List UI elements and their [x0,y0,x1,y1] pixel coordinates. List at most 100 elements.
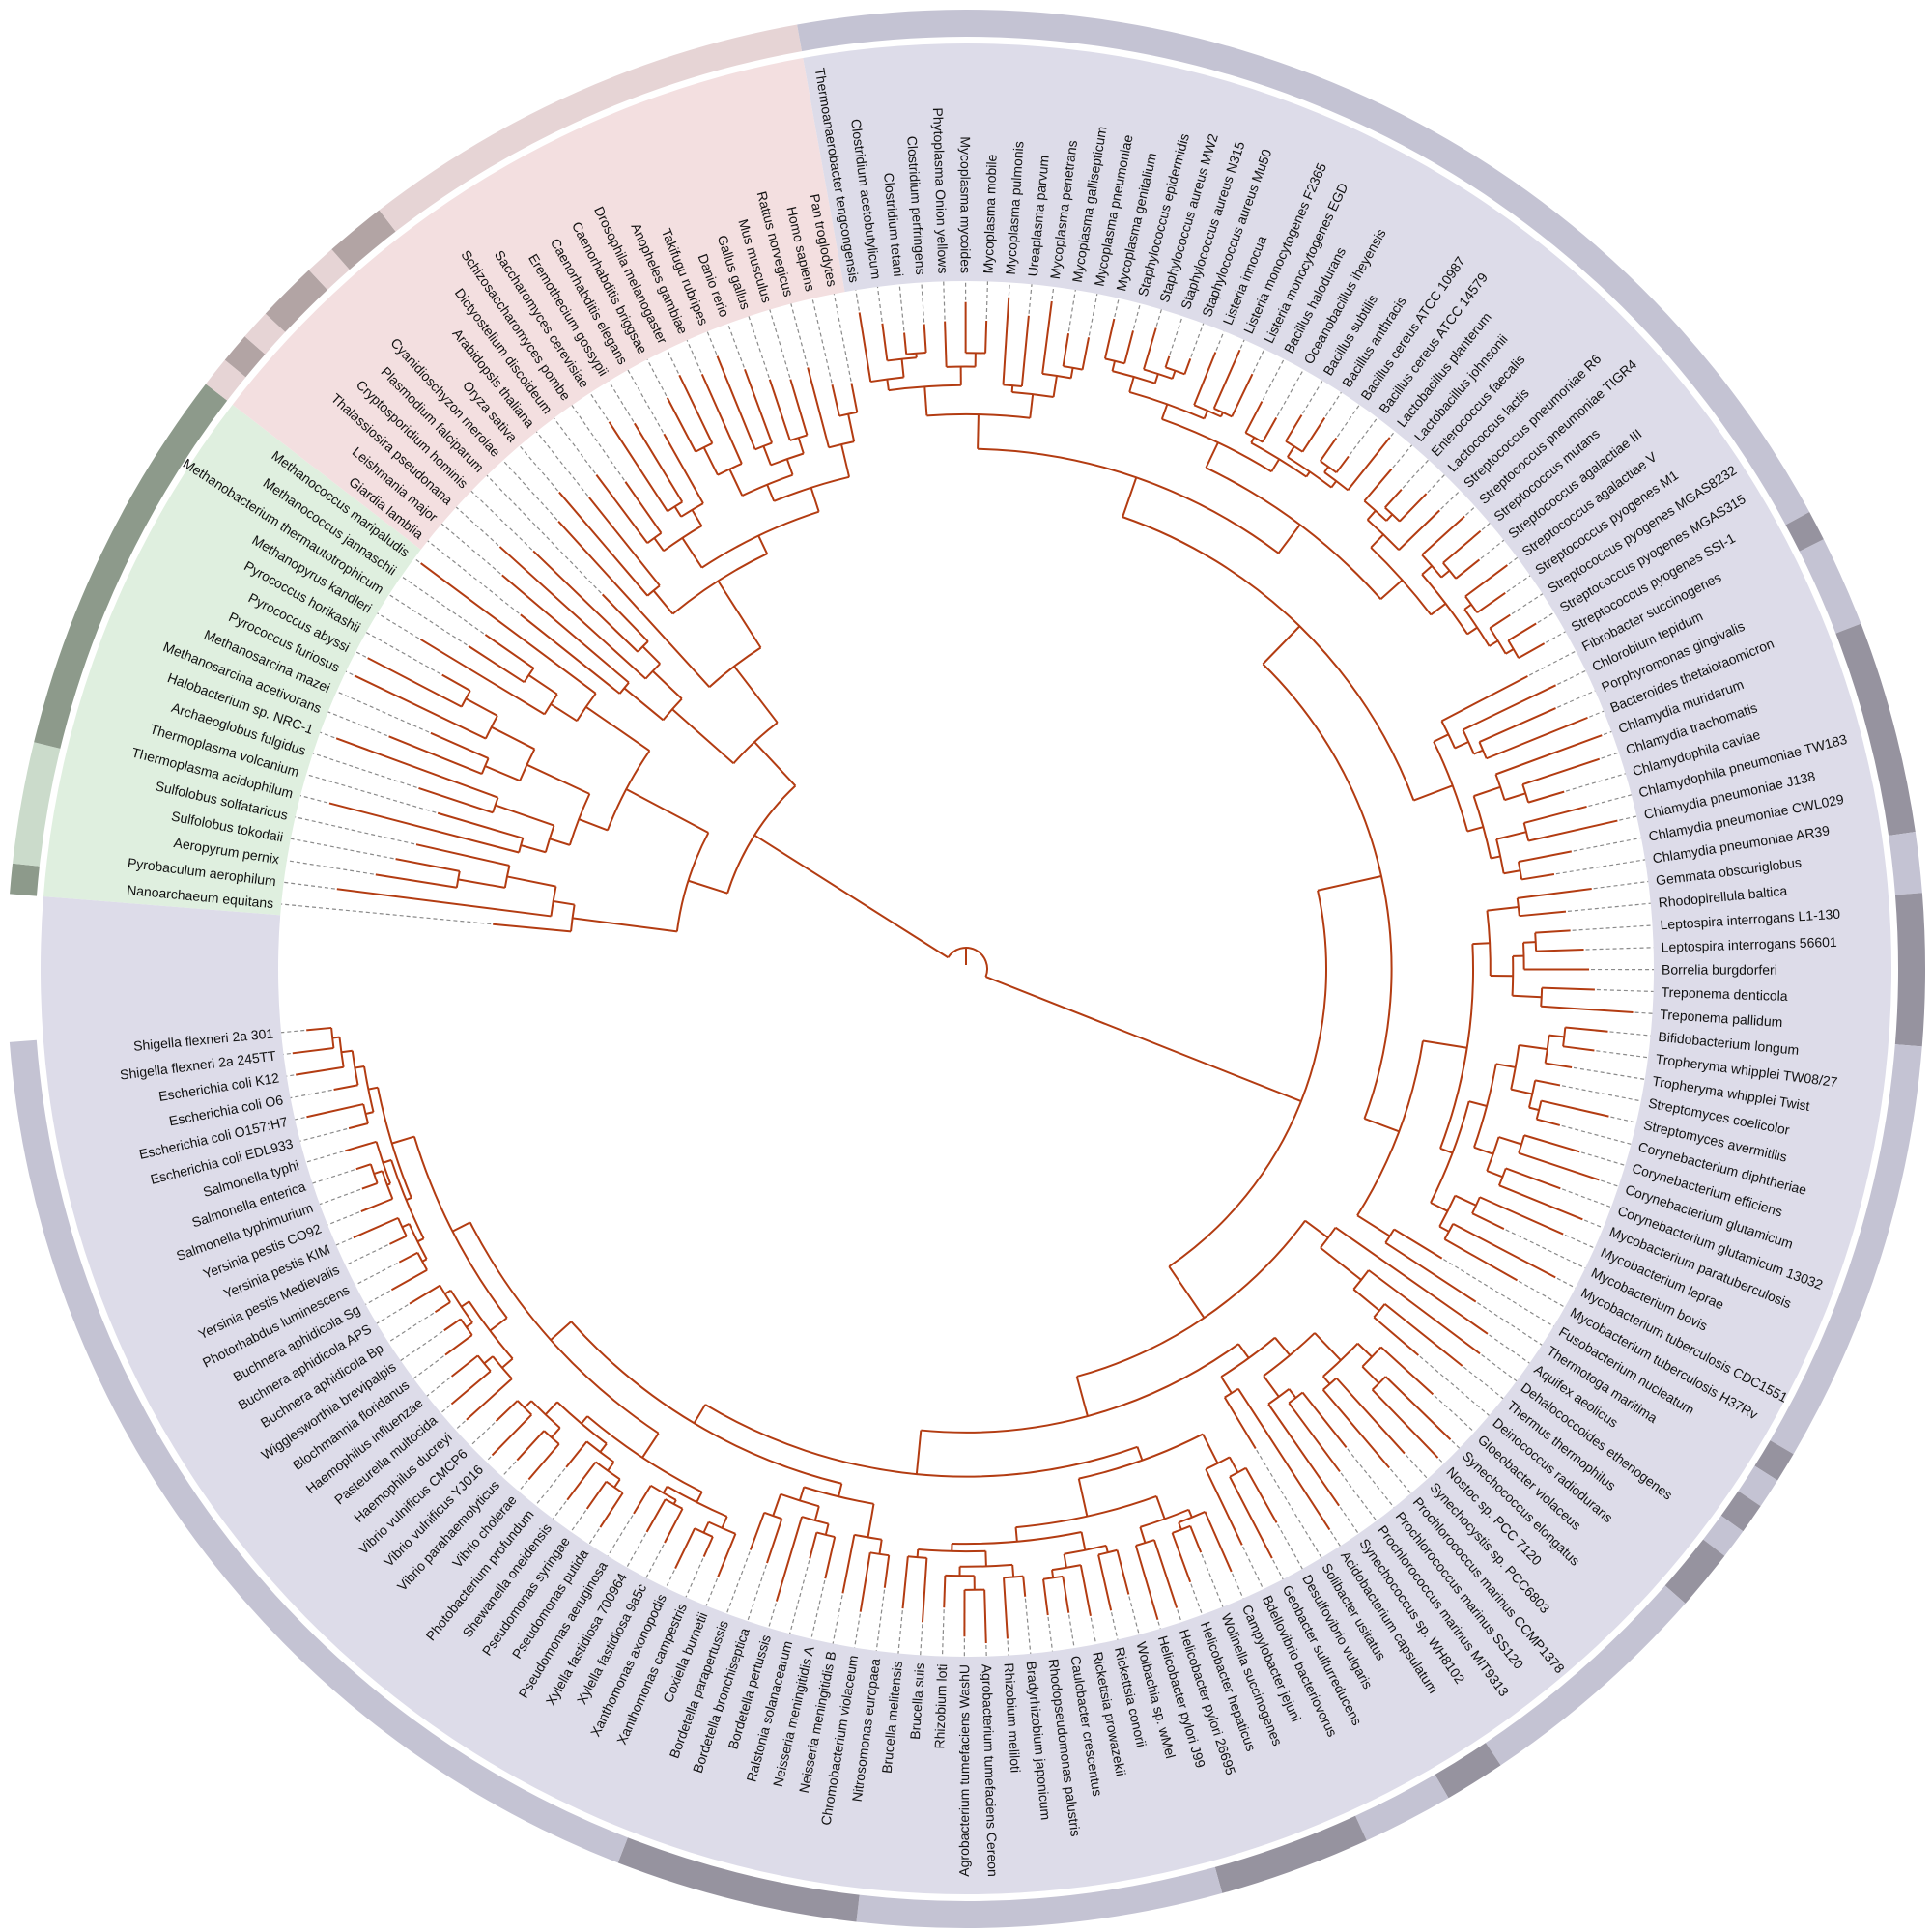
leaf-label[interactable]: Rhizobium loti [931,1663,950,1748]
tree-branch [673,505,682,518]
tree-node-arc [887,356,917,362]
tree-branch [717,1533,737,1577]
leaf-label[interactable]: Leptospira interrogans 56601 [1661,934,1837,955]
tree-branch [1498,1184,1583,1221]
tree-branch [353,1216,399,1239]
leaf-connector [1465,505,1476,516]
tree-node-arc [576,693,597,722]
leaf-connector [290,838,394,860]
leaf-connector [1438,1459,1444,1464]
tree-branch [625,788,709,834]
leaf-label[interactable]: Mycoplasma mobile [980,154,1000,273]
leaf-connector [747,1564,767,1622]
tree-branch [1507,622,1537,641]
tree-branch [409,1284,440,1305]
tree-branch [1204,1511,1233,1573]
leaf-label[interactable]: Treponema denticola [1661,984,1788,1004]
tree-branch [744,368,774,443]
tree-node-arc [1213,407,1233,418]
tree-branch [1334,1226,1489,1335]
tree-node-arc [1168,890,1327,1267]
tree-branch [1042,1578,1049,1616]
tree-node-arc [694,1527,714,1538]
tree-branch [501,574,630,684]
tree-branch [1476,592,1506,613]
leaf-connector [327,1211,360,1226]
tree-node-arc [455,870,461,888]
tree-node-arc [1522,822,1530,841]
domain-wedge [232,57,845,550]
tree-branch [466,1321,473,1328]
tree-branch [1153,373,1159,384]
tree-branch [1189,1525,1203,1553]
leaf-connector [327,711,387,737]
leaf-connector [725,1551,751,1614]
leaf-label[interactable]: Phytoplasma Onion yellows [930,107,952,273]
tree-node-arc [1104,357,1125,365]
leaf-connector [1157,1621,1161,1630]
leaf-connector [518,1480,528,1492]
leaf-connector [1477,1302,1543,1346]
leaf-connector [855,290,860,311]
tree-branch [1562,1045,1595,1052]
tree-branch [1002,297,1010,385]
tree-branch [1285,414,1303,442]
leaf-connector [345,1244,388,1266]
leaf-connector [1506,575,1531,593]
leaf-connector [312,753,417,788]
tree-node-arc [1015,1494,1157,1529]
tree-branch [797,437,805,454]
tree-branch [367,657,463,708]
tree-branch [418,787,494,814]
leaf-connector [1336,404,1360,438]
leaf-label[interactable]: Agrobacterium tumefaciens Cereon [979,1663,1001,1877]
tree-branch [772,1493,782,1517]
tree-branch [1541,1099,1609,1118]
tree-node-arc [1384,506,1401,523]
leaf-label[interactable]: Mycoplasma mycoides [958,136,974,273]
tree-branch [361,1181,378,1190]
tree-branch [1463,603,1472,611]
leaf-label[interactable]: Agrobacterium tumefaciens WashU [956,1664,972,1877]
tree-node-arc [1224,1387,1239,1399]
leaf-connector [469,1422,496,1447]
leaf-connector [401,576,485,635]
leaf-connector [1242,1546,1264,1590]
tree-branch [696,1492,703,1503]
tree-branch [1462,684,1557,731]
tree-branch [984,1550,987,1567]
tree-branch [461,1300,470,1308]
tree-branch [532,550,639,653]
classification-ring [9,9,1926,1928]
leaf-connector [1585,947,1654,951]
tree-branch [1041,300,1053,375]
tree-branch [434,1301,451,1314]
tree-node-arc [1421,574,1468,635]
tree-node-arc [1527,1080,1537,1108]
leaf-connector [1302,380,1323,414]
leaf-label[interactable]: Brucella suis [907,1662,927,1740]
tree-branch [900,358,905,378]
tree-branch [1495,1063,1516,1068]
ring-segment [1720,1491,1761,1532]
tree-branch [1356,1214,1391,1237]
tree-branch [1262,625,1301,666]
tree-node-arc [870,376,904,384]
tree-branch [588,497,661,586]
leaf-connector [502,460,558,521]
tree-branch [452,1221,471,1233]
leaf-connector [486,474,602,594]
leaf-connector [553,1500,567,1520]
tree-branch [444,1289,452,1295]
ring-segment [1485,1585,1686,1766]
leaf-label[interactable]: Rhizobium meliloti [1002,1662,1024,1773]
tree-branch [641,645,661,665]
ring-segment [1664,1539,1725,1604]
leaf-label[interactable]: Borrelia burgdorferi [1662,962,1777,978]
tree-branch [1263,1375,1280,1398]
tree-node-arc [516,1400,532,1416]
tree-branch [1527,790,1565,804]
leaf-connector [470,490,533,551]
tree-branch [1440,675,1528,723]
